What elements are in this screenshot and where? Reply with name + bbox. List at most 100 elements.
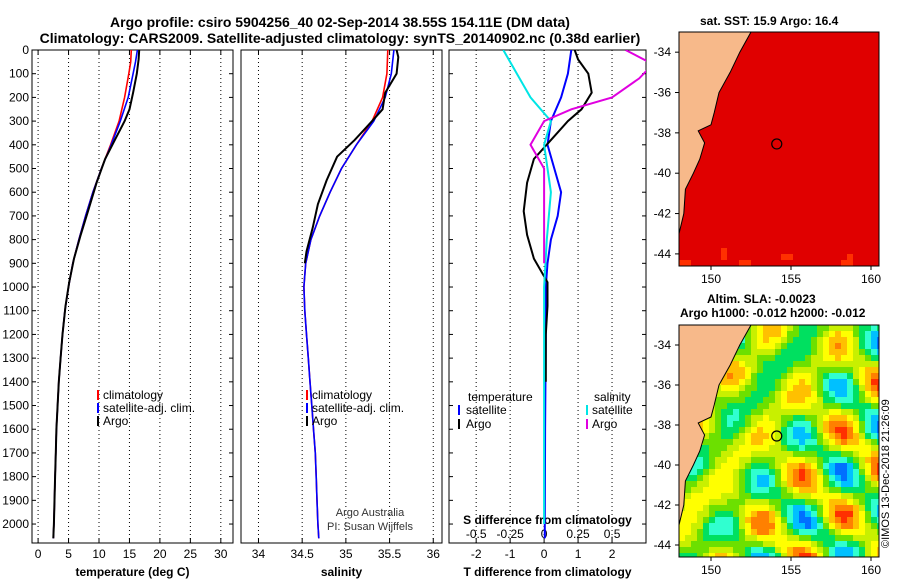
map-cell: [835, 74, 841, 80]
map-cell: [787, 74, 793, 80]
map-cell: [751, 391, 757, 397]
map-cell: [757, 541, 763, 547]
map-cell: [709, 176, 715, 182]
map-cell: [829, 331, 835, 337]
map-cell: [781, 206, 787, 212]
map-cell: [763, 451, 769, 457]
map-cell: [679, 254, 685, 260]
map-cell: [823, 152, 829, 158]
map-cell: [823, 475, 829, 481]
map-cell: [781, 170, 787, 176]
map-cell: [835, 236, 841, 242]
map-cell: [865, 529, 871, 535]
map-cell: [799, 547, 805, 553]
credit-line-1: Argo Australia: [336, 507, 405, 519]
map-cell: [817, 122, 823, 128]
map-cell: [733, 68, 739, 74]
map-cell: [745, 331, 751, 337]
map-cell: [829, 98, 835, 104]
map-cell: [763, 80, 769, 86]
map-cell: [697, 493, 703, 499]
map-cell: [775, 38, 781, 44]
map-cell: [817, 493, 823, 499]
x-tick-label: 5: [65, 547, 72, 561]
map-cell: [745, 218, 751, 224]
map-cell: [727, 140, 733, 146]
map-cell: [739, 176, 745, 182]
map-cell: [727, 218, 733, 224]
map-cell: [721, 128, 727, 134]
map-cell: [865, 122, 871, 128]
map-cell: [739, 373, 745, 379]
map-cell: [877, 224, 879, 230]
map-cell: [787, 457, 793, 463]
map-cell: [781, 158, 787, 164]
map-cell: [787, 242, 793, 248]
map-cell: [775, 529, 781, 535]
map-cell: [757, 80, 763, 86]
map-cell: [727, 254, 733, 260]
map-cell: [733, 361, 739, 367]
map-cell: [697, 188, 703, 194]
map-cell: [799, 445, 805, 451]
map-cell: [751, 68, 757, 74]
map-cell: [859, 421, 865, 427]
map-cell: [715, 553, 721, 557]
map-cell: [751, 523, 757, 529]
map-cell: [859, 146, 865, 152]
map-cell: [751, 38, 757, 44]
map-cell: [841, 206, 847, 212]
map-cell: [703, 421, 709, 427]
map-cell: [763, 116, 769, 122]
map-cell: [763, 212, 769, 218]
y-tick-label: 1900: [2, 493, 29, 507]
map-cell: [721, 379, 727, 385]
map-cell: [733, 116, 739, 122]
map-cell: [781, 38, 787, 44]
map-cell: [763, 44, 769, 50]
map-cell: [805, 511, 811, 517]
map-cell: [805, 152, 811, 158]
map-cell: [769, 505, 775, 511]
map-cell: [859, 134, 865, 140]
map-cell: [721, 224, 727, 230]
map-cell: [739, 170, 745, 176]
map-cell: [799, 367, 805, 373]
map-cell: [781, 469, 787, 475]
map-cell: [823, 469, 829, 475]
map-cell: [787, 331, 793, 337]
map-cell: [817, 224, 823, 230]
map-cell: [685, 230, 691, 236]
map-cell: [817, 391, 823, 397]
map-cell: [793, 349, 799, 355]
map-cell: [811, 176, 817, 182]
map-cell: [805, 74, 811, 80]
map-cell: [751, 457, 757, 463]
map-cell: [697, 511, 703, 517]
map-cell: [817, 164, 823, 170]
map-cell: [757, 140, 763, 146]
map-cell: [805, 104, 811, 110]
map-cell: [679, 547, 685, 553]
map-cell: [709, 469, 715, 475]
map-cell: [769, 254, 775, 260]
map-cell: [841, 86, 847, 92]
map-cell: [757, 98, 763, 104]
map-cell: [859, 517, 865, 523]
map-cell: [721, 236, 727, 242]
map-cell: [781, 331, 787, 337]
map-cell: [799, 38, 805, 44]
map-cell: [751, 200, 757, 206]
map-cell: [697, 475, 703, 481]
map-cell: [817, 529, 823, 535]
map-cell: [817, 146, 823, 152]
map-cell: [763, 427, 769, 433]
map-cell: [769, 403, 775, 409]
map-cell: [877, 260, 879, 266]
map-cell: [733, 373, 739, 379]
map-cell: [823, 427, 829, 433]
map-cell: [853, 409, 859, 415]
map-cell: [829, 242, 835, 248]
map-cell: [793, 140, 799, 146]
